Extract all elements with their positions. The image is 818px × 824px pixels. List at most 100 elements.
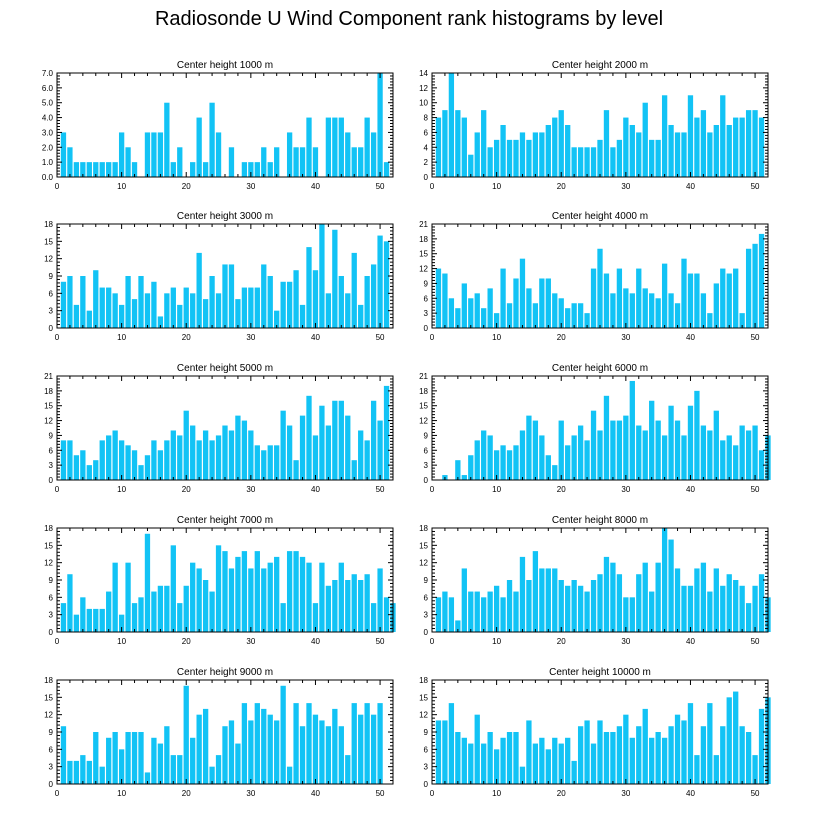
histogram-bar	[733, 580, 739, 632]
histogram-bar	[80, 162, 86, 177]
histogram-bar	[235, 556, 241, 632]
histogram-bar	[170, 545, 176, 632]
histogram-bar	[610, 562, 616, 632]
histogram-bar	[332, 229, 338, 328]
histogram-bar	[254, 703, 260, 784]
histogram-bar	[532, 303, 539, 328]
histogram-bar	[254, 287, 260, 328]
histogram-bar	[655, 298, 661, 328]
histogram-bar	[86, 608, 92, 632]
histogram-bar	[616, 574, 623, 632]
histogram-bar	[306, 703, 312, 784]
histogram-bar	[584, 720, 590, 784]
histogram-bar	[67, 760, 73, 784]
histogram-bar	[351, 574, 357, 632]
histogram-bar	[325, 585, 332, 632]
histogram-bar	[112, 732, 118, 784]
histogram-bar	[67, 440, 73, 480]
histogram-bar	[138, 465, 144, 480]
x-tick-label: 0	[55, 485, 60, 494]
histogram-bar	[720, 585, 726, 632]
histogram-bar	[144, 533, 151, 632]
histogram-bar	[319, 562, 325, 632]
x-tick-label: 20	[182, 333, 191, 342]
histogram-bar	[649, 737, 655, 784]
histogram-bar	[151, 737, 157, 784]
histogram-bar	[60, 440, 67, 480]
histogram-bar	[739, 726, 745, 784]
histogram-bar	[280, 410, 286, 480]
histogram-bar	[468, 591, 474, 632]
histogram-bar	[351, 252, 357, 328]
histogram-bar	[694, 273, 700, 328]
y-tick-label: 18	[44, 524, 53, 533]
histogram-bar	[99, 608, 105, 632]
histogram-bar	[73, 455, 80, 480]
histogram-bar	[60, 726, 67, 784]
histogram-bar	[461, 117, 467, 177]
histogram-bar	[261, 450, 267, 480]
histogram-bar	[532, 743, 539, 784]
y-tick-label: 6	[424, 446, 429, 455]
y-tick-label: 6	[49, 593, 54, 602]
y-tick-label: 6.0	[42, 84, 54, 93]
y-tick-label: 9	[424, 728, 429, 737]
histogram-bar	[358, 714, 364, 784]
x-tick-label: 40	[311, 182, 320, 191]
x-tick-label: 20	[182, 637, 191, 646]
histogram-bar	[299, 304, 306, 328]
histogram-bar	[177, 755, 183, 784]
x-tick-label: 50	[376, 637, 385, 646]
histogram-bar	[170, 430, 176, 480]
histogram-bar	[106, 435, 112, 480]
histogram-bar	[474, 591, 480, 632]
histogram-panel: Center height 8000 m 0 3 6 9 12 15 18 0 10 20 30 40 5…	[419, 515, 771, 646]
histogram-bar	[202, 708, 209, 784]
histogram-bar	[144, 132, 151, 177]
histogram-bar	[86, 162, 92, 177]
histogram-bar	[526, 288, 532, 328]
x-tick-label: 0	[55, 637, 60, 646]
y-tick-label: 0.0	[42, 173, 54, 182]
histogram-bar	[758, 708, 765, 784]
histogram-bar	[506, 139, 513, 177]
y-tick-label: 15	[419, 250, 428, 259]
histogram-bar	[209, 276, 215, 328]
histogram-bar	[655, 420, 661, 480]
y-tick-label: 12	[419, 84, 428, 93]
histogram-bar	[73, 614, 80, 632]
x-tick-label: 10	[492, 182, 501, 191]
histogram-bar	[707, 132, 713, 177]
histogram-bar	[112, 162, 118, 177]
histogram-bar	[80, 755, 86, 784]
y-tick-label: 0	[424, 628, 429, 637]
histogram-bar	[552, 465, 558, 480]
histogram-bar	[261, 568, 267, 632]
histogram-bar	[584, 440, 590, 480]
x-tick-label: 40	[311, 789, 320, 798]
histogram-bar	[228, 568, 235, 632]
histogram-bar	[674, 568, 681, 632]
histogram-bar	[629, 597, 635, 632]
x-tick-label: 0	[55, 333, 60, 342]
histogram-bar	[481, 597, 487, 632]
histogram-bar	[597, 248, 603, 328]
histogram-bar	[668, 125, 674, 177]
y-tick-label: 2	[424, 158, 429, 167]
x-tick-label: 10	[117, 485, 126, 494]
histogram-bar	[435, 720, 442, 784]
x-tick-label: 50	[751, 333, 760, 342]
histogram-bar	[261, 708, 267, 784]
histogram-bar	[720, 95, 726, 177]
histogram-bar	[668, 293, 674, 328]
x-tick-label: 0	[430, 485, 435, 494]
histogram-bar	[215, 755, 222, 784]
histogram-bar	[248, 430, 254, 480]
histogram-bar	[131, 299, 138, 328]
x-tick-label: 40	[686, 333, 695, 342]
histogram-bar	[325, 726, 332, 784]
histogram-bar	[526, 415, 532, 480]
histogram-bar	[526, 139, 532, 177]
histogram-bar	[118, 440, 125, 480]
histogram-bar	[358, 147, 364, 177]
